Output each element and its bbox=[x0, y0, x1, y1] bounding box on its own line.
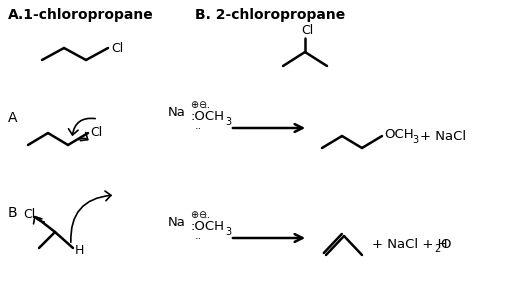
Text: ..: .. bbox=[195, 231, 202, 241]
Text: ..: .. bbox=[204, 100, 211, 110]
Text: A.1-chloropropane: A.1-chloropropane bbox=[8, 8, 154, 22]
Text: 3: 3 bbox=[225, 117, 231, 127]
Text: + NaCl: + NaCl bbox=[420, 130, 466, 143]
Text: 3: 3 bbox=[412, 135, 418, 145]
Text: ⊕: ⊕ bbox=[190, 100, 198, 110]
Text: Na: Na bbox=[168, 216, 186, 229]
Text: + NaCl + H: + NaCl + H bbox=[372, 239, 448, 251]
Text: 2: 2 bbox=[434, 244, 440, 254]
Text: B: B bbox=[8, 206, 18, 220]
Text: ⊖: ⊖ bbox=[198, 210, 206, 220]
Text: H: H bbox=[75, 244, 84, 257]
Text: A: A bbox=[8, 111, 18, 125]
Text: Cl: Cl bbox=[301, 23, 313, 36]
Text: :OCH: :OCH bbox=[190, 220, 224, 233]
Text: :OCH: :OCH bbox=[190, 110, 224, 123]
Text: ⊖: ⊖ bbox=[198, 100, 206, 110]
Text: B. 2-chloropropane: B. 2-chloropropane bbox=[195, 8, 345, 22]
FancyArrowPatch shape bbox=[71, 191, 111, 242]
Text: O: O bbox=[440, 239, 451, 251]
Text: Cl: Cl bbox=[90, 126, 102, 139]
Text: ⊕: ⊕ bbox=[190, 210, 198, 220]
Text: ..: .. bbox=[204, 210, 211, 220]
FancyArrowPatch shape bbox=[33, 216, 44, 224]
Text: ..: .. bbox=[195, 121, 202, 131]
FancyArrowPatch shape bbox=[68, 118, 95, 135]
Text: OCH: OCH bbox=[384, 129, 414, 141]
FancyArrowPatch shape bbox=[79, 133, 88, 141]
Text: Cl: Cl bbox=[111, 42, 123, 54]
Text: 3: 3 bbox=[225, 227, 231, 237]
Text: Cl: Cl bbox=[23, 209, 35, 222]
Text: Na: Na bbox=[168, 105, 186, 119]
